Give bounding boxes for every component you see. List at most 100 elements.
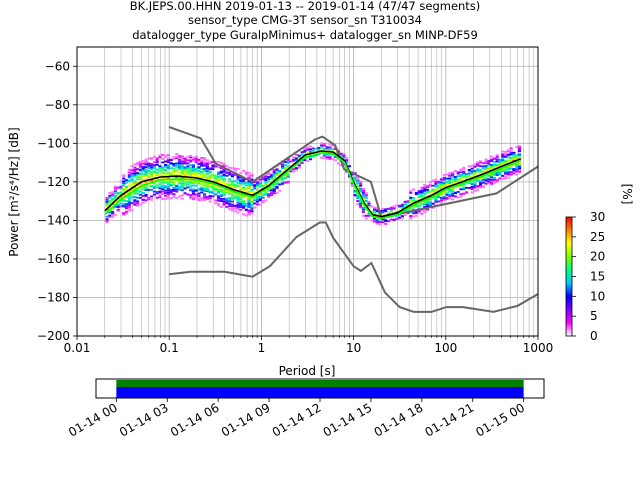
heatmap-cell (236, 178, 240, 181)
heatmap-cell (113, 185, 117, 188)
heatmap-cell (152, 176, 156, 179)
heatmap-cell (197, 197, 201, 200)
heatmap-cell (286, 172, 290, 175)
heatmap-cell (434, 200, 438, 203)
heatmap-cell (456, 185, 460, 188)
heatmap-cell (448, 197, 452, 200)
heatmap-cell (425, 190, 430, 193)
heatmap-cell (155, 192, 159, 195)
heatmap-cell (509, 164, 513, 167)
heatmap-cell (364, 203, 368, 206)
heatmap-cell (150, 168, 154, 171)
heatmap-cell (490, 160, 494, 162)
heatmap-cell (359, 187, 363, 190)
heatmap-cell (222, 180, 226, 183)
heatmap-cell (400, 203, 404, 206)
heatmap-cell (255, 181, 260, 184)
heatmap-cell (367, 206, 371, 209)
y-tick-label: −100 (37, 136, 70, 150)
heatmap-cell (191, 168, 195, 171)
heatmap-cell (428, 190, 432, 193)
heatmap-cell (161, 181, 165, 184)
heatmap-cell (138, 190, 143, 193)
heatmap-cell (350, 174, 354, 177)
heatmap-cell (501, 156, 505, 159)
colorbar-tick-label: 30 (590, 210, 605, 224)
y-tick-label: −140 (37, 213, 70, 227)
heatmap-cell (122, 199, 126, 202)
heatmap-cell (470, 183, 474, 186)
heatmap-cell (219, 194, 223, 197)
heatmap-cell (431, 206, 435, 209)
heatmap-cell (255, 188, 260, 191)
heatmap-cell (225, 165, 229, 168)
heatmap-cell (451, 190, 455, 193)
heatmap-cell (158, 196, 162, 199)
heatmap-cell (409, 217, 413, 220)
heatmap-cell (203, 175, 207, 178)
heatmap-cell (476, 188, 480, 191)
heatmap-cell (272, 178, 276, 181)
heatmap-cell (278, 174, 282, 177)
heatmap-cell (166, 189, 170, 192)
heatmap-cell (434, 182, 438, 185)
heatmap-cell (136, 178, 140, 181)
heatmap-cell (119, 185, 123, 188)
heatmap-cell (228, 197, 232, 200)
timeline-bars (116, 380, 524, 398)
plot-area (77, 47, 538, 336)
heatmap-cell (512, 168, 516, 170)
heatmap-cell (208, 167, 212, 170)
heatmap-cell (517, 146, 522, 149)
heatmap-cell (470, 170, 474, 173)
heatmap-cell (253, 202, 257, 205)
heatmap-cell (208, 170, 212, 173)
heatmap-cell (130, 196, 134, 199)
heatmap-cell (353, 179, 357, 182)
heatmap-cell (211, 174, 215, 176)
heatmap-cell (492, 181, 496, 184)
heatmap-cell (498, 173, 502, 176)
heatmap-cell (283, 166, 287, 169)
heatmap-cell (451, 175, 455, 178)
heatmap-cell (439, 187, 444, 189)
heatmap-cell (239, 208, 243, 211)
heatmap-cell (172, 171, 176, 174)
heatmap-cell (200, 168, 204, 171)
heatmap-cell (216, 186, 221, 189)
heatmap-cell (191, 190, 195, 193)
heatmap-cell (286, 158, 290, 161)
heatmap-cell (169, 180, 173, 183)
heatmap-cell (476, 169, 480, 172)
heatmap-cell (286, 181, 290, 184)
heatmap-cell (144, 169, 148, 172)
heatmap-cell (180, 176, 184, 179)
heatmap-cell (172, 156, 176, 158)
heatmap-cell (272, 192, 276, 195)
heatmap-cell (133, 187, 137, 190)
heatmap-cell (395, 215, 399, 218)
heatmap-cell (261, 178, 265, 181)
heatmap-cell (208, 162, 212, 165)
heatmap-cell (403, 206, 407, 209)
heatmap-cell (166, 193, 170, 196)
heatmap-cell (166, 185, 170, 188)
heatmap-cell (303, 157, 307, 160)
heatmap-cell (264, 173, 268, 176)
heatmap-cell (175, 190, 179, 193)
heatmap-cell (283, 164, 287, 167)
heatmap-cell (155, 196, 159, 199)
heatmap-cell (205, 178, 209, 181)
timeline-tick-label: 01-14 03 (117, 400, 171, 439)
heatmap-cell (303, 150, 307, 153)
heatmap-cell (467, 172, 471, 175)
heatmap-cell (353, 172, 357, 175)
x-axis-label: Period [s] (279, 364, 336, 378)
heatmap-cell (275, 182, 279, 185)
heatmap-cell (130, 193, 134, 196)
heatmap-cell (311, 149, 315, 152)
heatmap-cell (322, 151, 326, 154)
heatmap-cell (180, 164, 184, 167)
heatmap-cell (111, 216, 115, 219)
heatmap-cell (133, 192, 137, 195)
